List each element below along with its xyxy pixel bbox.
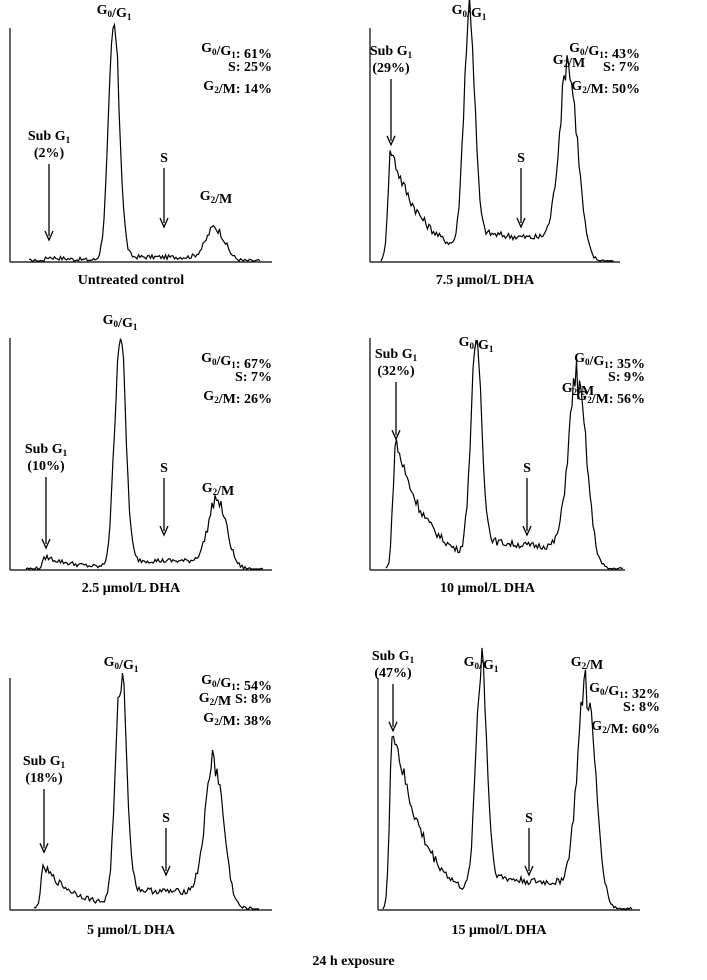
panel-6-title: 15 μmol/L DHA	[451, 923, 547, 938]
panel-5-subg1-percent: (18%)	[25, 771, 63, 786]
panel-1-title: Untreated control	[78, 273, 185, 288]
panel-3-histogram-trace	[25, 338, 264, 571]
panel-3-subg1-label: Sub G1	[25, 442, 68, 458]
panel-5-stat-1: G0/G1: 54%	[201, 673, 272, 694]
panel-6-s-label: S	[525, 811, 533, 826]
panel-4-stat-3: G2/M: 56%	[576, 389, 645, 407]
panel-1-stat-1: G0/G1: 61%	[201, 41, 272, 62]
panel-6-stat-2: S: 8%	[623, 700, 660, 715]
panel-2-subg1-percent: (29%)	[372, 61, 410, 76]
panel-4-stat-1: G0/G1: 35%	[574, 351, 645, 372]
panel-1-subg1-percent: (2%)	[34, 146, 65, 161]
panel-4-stat-2: S: 9%	[608, 370, 645, 385]
panel-5-title: 5 μmol/L DHA	[87, 923, 176, 938]
panel-3-subg1-percent: (10%)	[27, 459, 65, 474]
panel-3-title: 2.5 μmol/L DHA	[82, 581, 181, 596]
panel-1-g2m-label: G2/M	[200, 189, 233, 207]
panel-6-subg1-label: Sub G1	[372, 649, 415, 665]
panel-4-s-label: S	[523, 461, 531, 476]
panel-4-g0g1-label: G0/G1	[459, 335, 494, 354]
panel-1-subg1-label: Sub G1	[28, 129, 71, 145]
panel-3-subg1-arrow-head	[41, 538, 51, 550]
panel-3-g0g1-label: G0/G1	[103, 313, 138, 332]
panel-6-stat-3: G2/M: 60%	[591, 719, 660, 737]
panel-5-s-label: S	[162, 811, 170, 826]
panel-5-histogram-trace	[33, 673, 260, 910]
panel-5-g2m-label: G2/M	[199, 691, 232, 709]
panel-2-subg1-arrow-head	[386, 135, 396, 147]
panel-6-subg1-arrow-head	[388, 721, 398, 733]
panel-1-g0g1-label: G0/G1	[97, 3, 132, 22]
panel-4-subg1-arrow-head	[391, 429, 401, 441]
panel-4-subg1-label: Sub G1	[375, 347, 418, 363]
panel-2-g0g1-label: G0/G1	[452, 3, 487, 22]
panel-4-title: 10 μmol/L DHA	[440, 581, 536, 596]
panel-1-histogram-trace	[28, 22, 261, 262]
panel-1-s-label: S	[160, 151, 168, 166]
panel-6-g0g1-label: G0/G1	[464, 655, 499, 674]
panel-1-stat-2: S: 25%	[228, 60, 272, 75]
panel-6-g2m-label: G2/M	[571, 655, 604, 673]
panel-2-s-arrow-head	[516, 217, 526, 229]
panel-2-stat-1: G0/G1: 43%	[569, 41, 640, 62]
panel-6-s-arrow-head	[524, 865, 534, 877]
panel-3-stat-1: G0/G1: 67%	[201, 351, 272, 372]
panel-5-stat-2: S: 8%	[235, 692, 272, 707]
panel-3-stat-2: S: 7%	[235, 370, 272, 385]
panel-2-stat-3: G2/M: 50%	[571, 79, 640, 97]
panel-6-stat-1: G0/G1: 32%	[589, 681, 660, 702]
panel-2-title: 7.5 μmol/L DHA	[436, 273, 535, 288]
panel-2-histogram-trace	[380, 0, 614, 262]
panel-1-stat-3: G2/M: 14%	[203, 79, 272, 97]
panel-4-g2m-label: G2/M	[562, 381, 595, 399]
panel-2-s-label: S	[517, 151, 525, 166]
figure-footer: 24 h exposure	[312, 954, 395, 969]
panel-5-stat-3: G2/M: 38%	[203, 711, 272, 729]
panel-3-s-label: S	[160, 461, 168, 476]
panel-5-subg1-arrow-head	[39, 843, 49, 854]
panel-2-stat-2: S: 7%	[603, 60, 640, 75]
panel-2-g2m-label: G2/M	[553, 53, 586, 71]
panel-4-histogram-trace	[385, 339, 624, 570]
panel-5-subg1-label: Sub G1	[23, 754, 66, 770]
panel-6-histogram-trace	[382, 647, 633, 910]
panel-3-s-arrow-head	[159, 525, 169, 537]
panel-5-s-arrow-head	[161, 865, 171, 877]
panel-6-subg1-percent: (47%)	[374, 666, 412, 681]
panel-1-subg1-arrow-head	[44, 230, 54, 242]
panel-5-g0g1-label: G0/G1	[104, 655, 139, 674]
panel-4-subg1-percent: (32%)	[377, 364, 415, 379]
panel-2-subg1-label: Sub G1	[370, 44, 413, 60]
panel-1-s-arrow-head	[159, 217, 169, 229]
panel-3-g2m-label: G2/M	[202, 481, 235, 499]
panel-4-s-arrow-head	[522, 525, 532, 537]
panel-3-stat-3: G2/M: 26%	[203, 389, 272, 407]
